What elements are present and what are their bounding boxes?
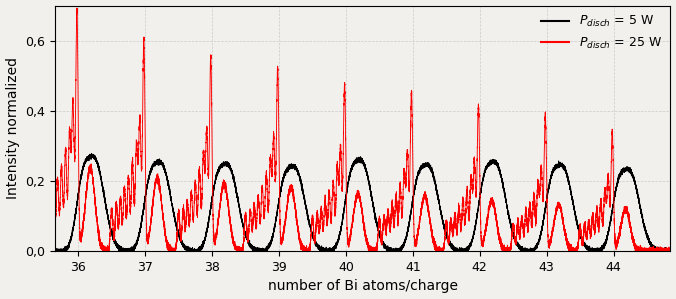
$P_{disch}$ = 5 W	[51, 248, 59, 251]
$P_{disch}$ = 25 W	[494, 227, 502, 230]
$P_{disch}$ = 5 W	[205, 216, 213, 220]
$P_{disch}$ = 5 W	[51, 249, 59, 253]
$P_{disch}$ = 25 W	[205, 154, 213, 158]
Y-axis label: Intensity normalized: Intensity normalized	[5, 57, 20, 199]
$P_{disch}$ = 25 W	[448, 227, 456, 231]
$P_{disch}$ = 5 W	[87, 152, 95, 155]
$P_{disch}$ = 25 W	[73, 6, 81, 10]
$P_{disch}$ = 5 W	[448, 243, 456, 247]
$P_{disch}$ = 5 W	[670, 249, 676, 253]
$P_{disch}$ = 25 W	[670, 249, 676, 253]
Legend: $P_{disch}$ = 5 W, $P_{disch}$ = 25 W: $P_{disch}$ = 5 W, $P_{disch}$ = 25 W	[536, 9, 667, 56]
$P_{disch}$ = 5 W	[343, 182, 352, 186]
Line: $P_{disch}$ = 25 W: $P_{disch}$ = 25 W	[55, 8, 674, 251]
$P_{disch}$ = 5 W	[629, 177, 637, 181]
X-axis label: number of Bi atoms/charge: number of Bi atoms/charge	[268, 280, 458, 293]
$P_{disch}$ = 25 W	[425, 216, 433, 219]
$P_{disch}$ = 5 W	[425, 165, 433, 169]
$P_{disch}$ = 25 W	[629, 239, 637, 242]
Line: $P_{disch}$ = 5 W: $P_{disch}$ = 5 W	[55, 154, 674, 251]
$P_{disch}$ = 25 W	[99, 249, 107, 253]
$P_{disch}$ = 25 W	[51, 213, 59, 216]
$P_{disch}$ = 25 W	[343, 241, 352, 244]
$P_{disch}$ = 5 W	[494, 165, 502, 169]
